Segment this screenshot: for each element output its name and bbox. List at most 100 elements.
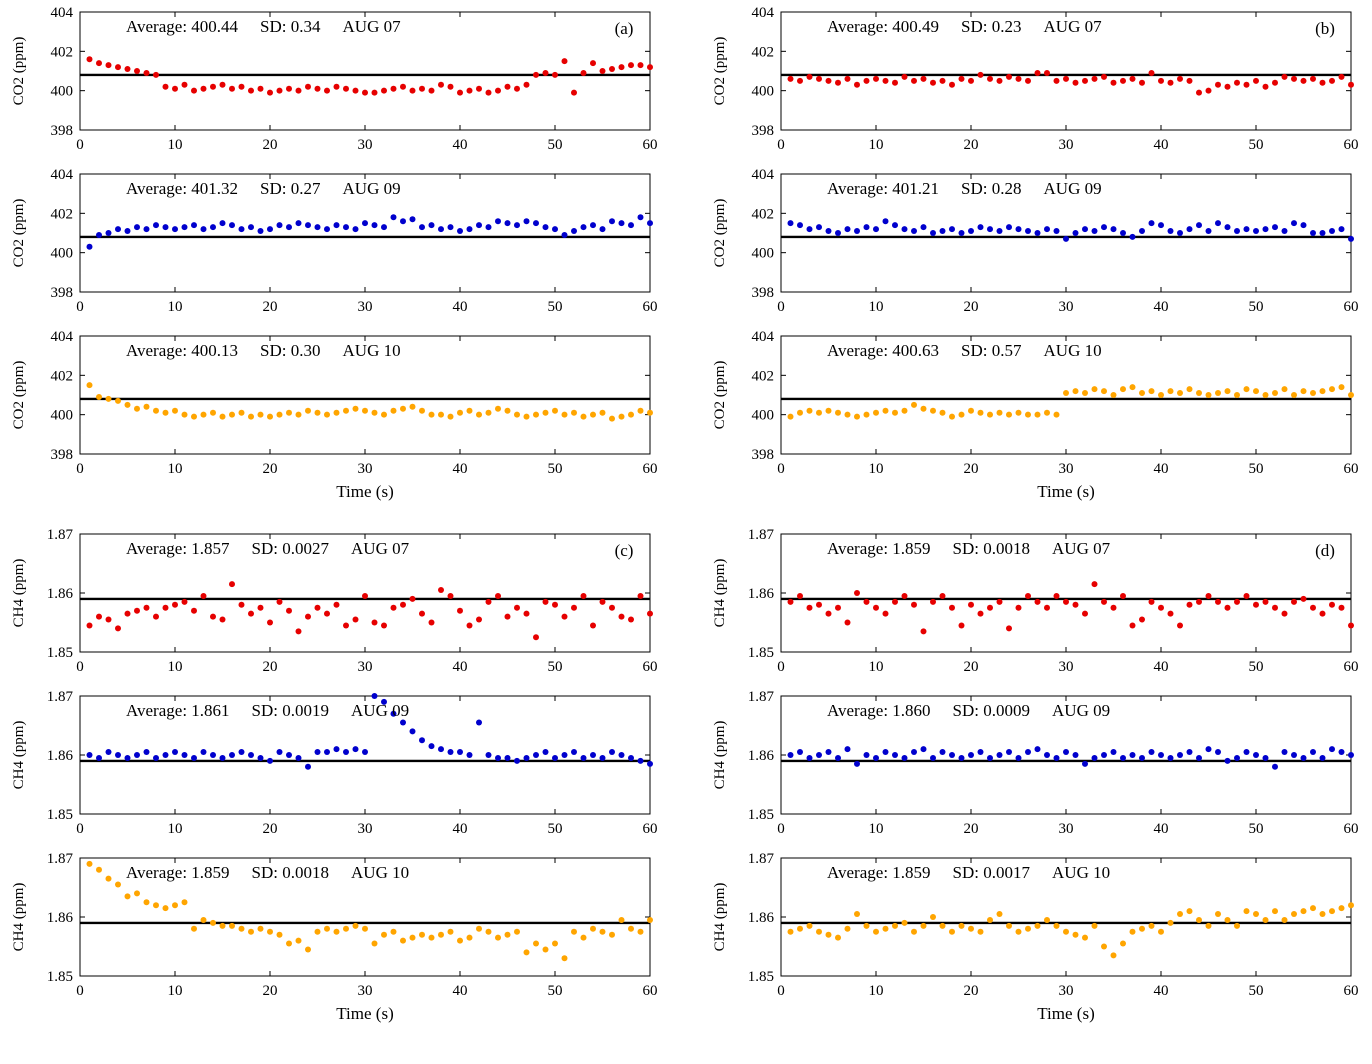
scatter-points (787, 581, 1354, 635)
panel-b-charts: 0 10 20 30 40 50 60 398 400 402 404 CO2 (ppm) Averag… (709, 4, 1364, 480)
y-tick-label: 398 (752, 447, 775, 463)
subplot-annotation: Average: 1.857 SD: 0.0027 AUG 07 (126, 539, 410, 558)
y-tick-label: 404 (752, 5, 775, 21)
y-tick-label: 1.85 (748, 969, 774, 985)
chart-a-aug10: 0 10 20 30 40 50 60 398 400 402 404 CO2 (ppm) Averag… (11, 329, 658, 477)
x-tick-label: 50 (1249, 821, 1264, 837)
x-tick-label: 60 (1344, 299, 1359, 315)
y-tick-label: 1.86 (748, 748, 775, 764)
panel-b: 0 10 20 30 40 50 60 398 400 402 404 CO2 (ppm) Averag… (709, 4, 1364, 502)
y-axis-label: CO2 (ppm) (712, 37, 728, 106)
x-tick-label: 40 (1154, 821, 1169, 837)
x-tick-label: 60 (643, 461, 658, 477)
scatter-points (787, 69, 1354, 96)
y-tick-label: 1.87 (47, 689, 74, 705)
x-tick-label: 10 (168, 983, 183, 999)
x-tick-label: 20 (964, 137, 979, 153)
x-tick-label: 40 (453, 983, 468, 999)
y-tick-label: 1.86 (47, 910, 74, 926)
x-tick-label: 60 (1344, 983, 1359, 999)
subplot-annotation: Average: 401.32 SD: 0.27 AUG 09 (126, 179, 401, 198)
x-tick-label: 10 (168, 299, 183, 315)
panel-d: 0 10 20 30 40 50 60 1.85 1.86 1.87 CH4 (ppm) Averag… (709, 526, 1364, 1024)
y-axis-label: CO2 (ppm) (712, 199, 728, 268)
x-tick-label: 10 (168, 821, 183, 837)
y-tick-label: 1.87 (748, 851, 775, 867)
y-tick-label: 1.85 (47, 645, 73, 661)
y-axis-label: CO2 (ppm) (11, 199, 27, 268)
y-tick-label: 398 (752, 285, 775, 301)
x-tick-label: 0 (76, 299, 84, 315)
x-tick-label: 40 (453, 659, 468, 675)
panel-letter: (c) (615, 541, 634, 560)
y-tick-label: 398 (51, 447, 74, 463)
chart-a-aug07: 0 10 20 30 40 50 60 398 400 402 404 CO2 (ppm) Averag… (11, 5, 658, 153)
x-tick-label: 0 (76, 821, 84, 837)
y-tick-label: 402 (51, 368, 74, 384)
x-tick-label: 60 (643, 983, 658, 999)
subplot-annotation: Average: 401.21 SD: 0.28 AUG 09 (827, 179, 1102, 198)
x-tick-label: 20 (964, 659, 979, 675)
x-tick-label: 40 (453, 821, 468, 837)
y-axis-label: CO2 (ppm) (11, 37, 27, 106)
x-axis-label: Time (s) (336, 482, 394, 501)
x-tick-label: 20 (964, 983, 979, 999)
subplot-annotation: Average: 1.859 SD: 0.0018 AUG 07 (827, 539, 1111, 558)
panel-a-charts: 0 10 20 30 40 50 60 398 400 402 404 CO2 (ppm) Averag… (8, 4, 663, 480)
chart-c-aug09: 0 10 20 30 40 50 60 1.85 1.86 1.87 CH4 (ppm) Averag… (11, 689, 658, 837)
x-tick-label: 50 (548, 137, 563, 153)
chart-a-aug09: 0 10 20 30 40 50 60 398 400 402 404 CO2 (ppm) Averag… (11, 167, 658, 315)
y-tick-label: 404 (51, 5, 74, 21)
y-tick-label: 402 (51, 44, 74, 60)
scatter-points (787, 746, 1354, 770)
x-tick-label: 20 (263, 461, 278, 477)
y-tick-label: 1.85 (47, 807, 73, 823)
y-tick-label: 404 (752, 329, 775, 345)
x-tick-label: 50 (548, 659, 563, 675)
y-tick-label: 400 (752, 246, 775, 262)
subplot-annotation: Average: 400.13 SD: 0.30 AUG 10 (126, 341, 401, 360)
scatter-points (86, 860, 653, 962)
x-tick-label: 20 (263, 821, 278, 837)
y-tick-label: 1.86 (748, 586, 775, 602)
x-tick-label: 60 (643, 137, 658, 153)
y-tick-label: 1.87 (47, 527, 74, 543)
y-axis-label: CH4 (ppm) (712, 721, 728, 790)
chart-b-aug07: 0 10 20 30 40 50 60 398 400 402 404 CO2 (ppm) Averag… (712, 5, 1359, 153)
x-tick-label: 60 (1344, 659, 1359, 675)
panel-letter: (a) (615, 19, 634, 38)
subplot-annotation: Average: 1.859 SD: 0.0017 AUG 10 (827, 863, 1110, 882)
y-tick-label: 1.85 (748, 645, 774, 661)
x-tick-label: 20 (964, 821, 979, 837)
x-tick-label: 30 (358, 659, 373, 675)
subplot-annotation: Average: 400.63 SD: 0.57 AUG 10 (827, 341, 1102, 360)
scatter-points (787, 902, 1354, 959)
y-tick-label: 1.87 (748, 689, 775, 705)
x-tick-label: 20 (263, 299, 278, 315)
scatter-points (86, 693, 653, 770)
x-tick-label: 60 (1344, 461, 1359, 477)
y-tick-label: 402 (752, 368, 775, 384)
y-tick-label: 402 (752, 44, 775, 60)
panel-a: 0 10 20 30 40 50 60 398 400 402 404 CO2 (ppm) Averag… (8, 4, 663, 502)
x-tick-label: 10 (869, 821, 884, 837)
chart-c-aug10: 0 10 20 30 40 50 60 1.85 1.86 1.87 CH4 (ppm) Averag… (11, 851, 658, 999)
scatter-points (787, 218, 1354, 242)
x-tick-label: 0 (76, 461, 84, 477)
subplot-annotation: Average: 1.861 SD: 0.0019 AUG 09 (126, 701, 409, 720)
y-tick-label: 398 (51, 123, 74, 139)
x-tick-label: 30 (358, 821, 373, 837)
x-tick-label: 50 (548, 461, 563, 477)
x-tick-label: 30 (358, 137, 373, 153)
scatter-points (86, 56, 653, 96)
x-tick-label: 10 (168, 137, 183, 153)
panel-c-charts: 0 10 20 30 40 50 60 1.85 1.86 1.87 CH4 (ppm) Averag… (8, 526, 663, 1002)
x-tick-label: 0 (777, 137, 785, 153)
y-tick-label: 398 (752, 123, 775, 139)
x-tick-label: 40 (1154, 137, 1169, 153)
x-tick-label: 40 (453, 461, 468, 477)
x-axis-label: Time (s) (336, 1004, 394, 1023)
x-tick-label: 0 (76, 137, 84, 153)
x-tick-label: 50 (1249, 461, 1264, 477)
x-tick-label: 30 (358, 299, 373, 315)
